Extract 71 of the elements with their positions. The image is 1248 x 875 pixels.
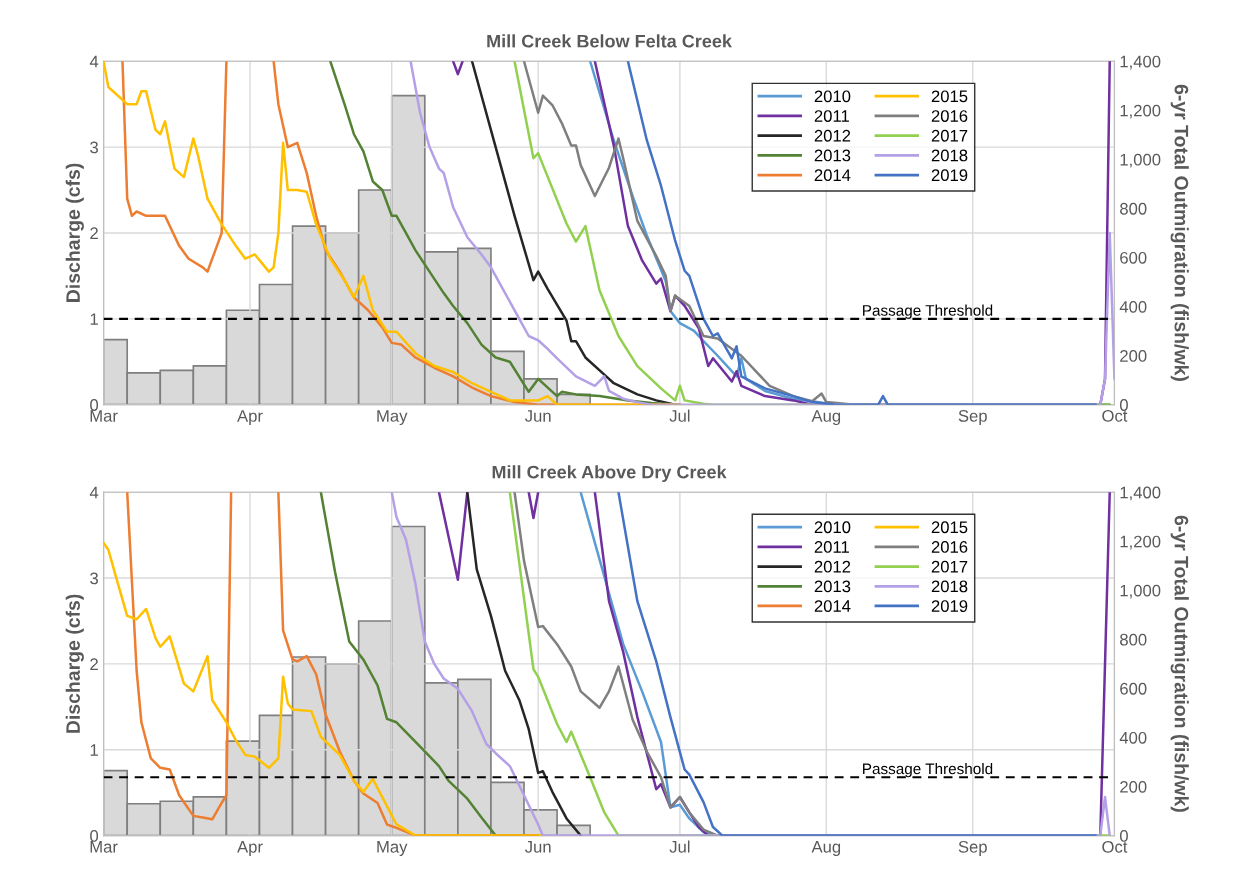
y2-tick-label: 1,400 — [1120, 55, 1161, 70]
y2-tick-label: 600 — [1120, 251, 1147, 264]
legend-label: 2015 — [931, 90, 968, 103]
line-series — [513, 492, 719, 836]
y-tick-label: 2 — [90, 227, 98, 240]
legend-label: 2011 — [814, 541, 849, 553]
y2-tick-label: 200 — [1120, 780, 1147, 793]
x-tick-label: Mar — [90, 410, 118, 422]
legend-label: 2019 — [931, 169, 968, 182]
y2-tick-label: 0 — [1119, 830, 1128, 842]
y-tick-label: 0 — [90, 399, 99, 411]
legend-label: 2018 — [931, 580, 968, 593]
legend-label: 2019 — [931, 600, 968, 612]
y2-tick-label: 1,000 — [1120, 584, 1161, 599]
y2-tick-label: 800 — [1120, 202, 1147, 215]
chart-title: Mill Creek Below Felta Creek — [487, 34, 732, 48]
legend-label: 2013 — [814, 580, 851, 593]
y2-tick-label: 1,200 — [1120, 535, 1161, 550]
ref-line-label: Passage Threshold — [863, 304, 993, 319]
y-tick-label: 1 — [90, 744, 98, 756]
y2-axis-title: 6-yr Total Outmigration (fish/wk) — [1170, 515, 1189, 812]
y2-tick-label: 1,400 — [1120, 486, 1161, 501]
x-tick-label: Apr — [237, 410, 263, 426]
y2-tick-label: 600 — [1120, 682, 1147, 695]
chart-title: Mill Creek Above Dry Creek — [492, 465, 727, 483]
y-axis-title: Discharge (cfs) — [65, 163, 84, 302]
y-tick-label: 1 — [90, 313, 98, 325]
legend-label: 2010 — [814, 521, 851, 534]
y2-tick-label: 400 — [1119, 731, 1147, 744]
x-tick-label: Jul — [669, 840, 690, 853]
x-tick-label: Sep — [958, 840, 987, 857]
legend-label: 2015 — [931, 521, 968, 534]
x-tick-label: Aug — [811, 841, 841, 857]
x-tick-label: Mar — [90, 841, 118, 853]
y2-tick-label: 200 — [1120, 350, 1147, 362]
legend-label: 2014 — [814, 169, 851, 182]
x-tick-label: Jul — [669, 409, 690, 422]
y-tick-label: 2 — [90, 658, 98, 670]
ref-line-label: Passage Threshold — [863, 763, 993, 778]
y-tick-label: 3 — [90, 572, 98, 585]
legend-label: 2011 — [814, 110, 849, 122]
y-tick-label: 0 — [90, 830, 99, 842]
x-tick-label: Oct — [1102, 840, 1128, 853]
y2-tick-label: 1,200 — [1120, 104, 1161, 119]
x-tick-label: Jun — [524, 410, 551, 422]
legend-label: 2016 — [931, 110, 968, 122]
y2-axis-title: 6-yr Total Outmigration (fish/wk) — [1170, 84, 1189, 381]
y2-tick-label: 0 — [1119, 399, 1128, 411]
legend-label: 2018 — [931, 149, 968, 162]
x-tick-label: May — [377, 841, 408, 857]
legend-label: 2013 — [814, 149, 851, 162]
y-tick-label: 4 — [89, 55, 99, 68]
legend-label: 2017 — [931, 129, 968, 142]
legend-label: 2010 — [814, 90, 851, 103]
y-axis-title: Discharge (cfs) — [65, 594, 84, 733]
y2-tick-label: 400 — [1119, 300, 1147, 313]
y2-tick-label: 1,000 — [1120, 153, 1161, 168]
legend-label: 2012 — [814, 129, 851, 142]
legend-label: 2016 — [931, 541, 968, 553]
legend-label: 2017 — [931, 560, 968, 573]
y2-tick-label: 800 — [1120, 633, 1147, 646]
y-tick-label: 3 — [90, 141, 98, 154]
y-tick-label: 4 — [89, 486, 99, 499]
x-tick-label: Sep — [958, 409, 987, 426]
x-tick-label: May — [377, 410, 408, 426]
legend-label: 2012 — [814, 560, 851, 573]
x-tick-label: Aug — [811, 410, 841, 426]
x-tick-label: Apr — [237, 841, 263, 857]
x-tick-label: Jun — [524, 841, 551, 853]
x-tick-label: Oct — [1102, 409, 1128, 422]
legend-label: 2014 — [814, 600, 851, 612]
